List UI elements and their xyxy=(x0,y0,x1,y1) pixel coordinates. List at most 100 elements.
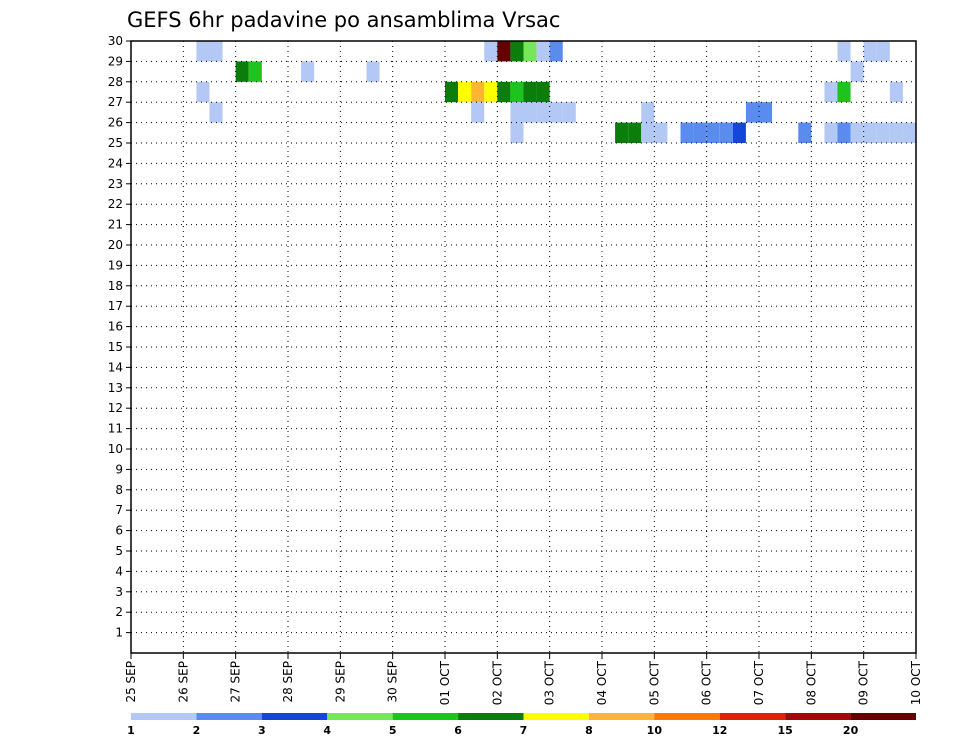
heatmap-cell xyxy=(641,122,655,143)
colorbar-label: 6 xyxy=(454,724,462,737)
heatmap-cell xyxy=(706,122,720,143)
heatmap-cell xyxy=(196,81,210,103)
x-tick-label: 07 OCT xyxy=(752,660,766,705)
heatmap-cell xyxy=(209,102,223,123)
colorbar-swatch xyxy=(131,713,197,720)
colorbar-label: 20 xyxy=(843,724,859,737)
x-tick-label: 25 SEP xyxy=(124,661,138,703)
colorbar-label: 5 xyxy=(389,724,397,737)
colorbar-swatch xyxy=(588,713,655,720)
x-tick-label: 06 OCT xyxy=(700,660,714,705)
heatmap-cell xyxy=(863,41,877,62)
x-tick-label: 05 OCT xyxy=(647,660,661,705)
heatmap-cell xyxy=(523,102,537,123)
heatmap-cell xyxy=(536,102,550,123)
heatmap-cell xyxy=(837,81,851,103)
heatmap-cell xyxy=(510,122,524,143)
heatmap-cell xyxy=(549,102,563,123)
y-tick-label: 24 xyxy=(108,156,123,170)
x-tick-label: 09 OCT xyxy=(857,660,871,705)
x-tick-label: 30 SEP xyxy=(386,661,400,703)
heatmap-cell xyxy=(837,122,851,143)
x-tick-label: 10 OCT xyxy=(909,660,923,705)
heatmap-cell xyxy=(536,81,550,103)
heatmap-cell xyxy=(889,81,903,103)
colorbar-label: 1 xyxy=(127,724,135,737)
y-tick-label: 23 xyxy=(108,177,123,191)
y-tick-label: 21 xyxy=(108,218,123,232)
chart-title: GEFS 6hr padavine po ansamblima Vrsac xyxy=(127,8,560,32)
y-tick-label: 15 xyxy=(108,340,123,354)
y-tick-label: 12 xyxy=(108,401,123,415)
y-tick-label: 29 xyxy=(108,54,123,68)
heatmap-cell xyxy=(745,102,759,123)
heatmap-cell xyxy=(471,81,485,103)
x-tick-label: 28 SEP xyxy=(281,661,295,703)
heatmap-cell xyxy=(732,122,746,143)
heatmap-cell xyxy=(889,122,903,143)
x-tick-label: 02 OCT xyxy=(490,660,504,705)
x-tick-label: 08 OCT xyxy=(804,660,818,705)
x-tick-label: 26 SEP xyxy=(176,661,190,703)
colorbar-swatch xyxy=(458,713,524,720)
heatmap-cell xyxy=(497,81,511,103)
heatmap-cell xyxy=(641,102,655,123)
y-tick-label: 4 xyxy=(115,564,123,578)
colorbar-label: 12 xyxy=(712,724,727,737)
heatmap-cell xyxy=(523,41,537,62)
heatmap-cell xyxy=(850,122,864,143)
cells-layer xyxy=(196,41,916,143)
heatmap-cell xyxy=(759,102,773,123)
colorbar-swatch xyxy=(654,713,720,720)
colorbar-label: 7 xyxy=(520,724,528,737)
y-tick-label: 28 xyxy=(108,75,123,89)
heatmap-cell xyxy=(615,122,629,143)
y-axis: 1234567891011121314151617181920212223242… xyxy=(108,34,131,640)
x-tick-label: 29 SEP xyxy=(333,661,347,703)
heatmap-cell xyxy=(798,122,812,143)
x-tick-label: 01 OCT xyxy=(438,660,452,705)
heatmap-cell xyxy=(824,81,838,103)
colorbar-label: 3 xyxy=(258,724,266,737)
heatmap-cell xyxy=(510,81,524,103)
y-tick-label: 2 xyxy=(115,605,123,619)
y-tick-label: 9 xyxy=(115,462,123,476)
heatmap-cell xyxy=(863,122,877,143)
heatmap-cell xyxy=(654,122,668,143)
colorbar-label: 2 xyxy=(193,724,201,737)
colorbar-swatch xyxy=(850,713,916,720)
colorbar-swatch xyxy=(719,713,786,720)
y-tick-label: 5 xyxy=(115,544,123,558)
colorbar-swatch xyxy=(327,713,393,720)
y-tick-label: 6 xyxy=(115,524,123,538)
heatmap-cell xyxy=(497,41,511,62)
y-tick-label: 7 xyxy=(115,503,123,517)
colorbar-swatch xyxy=(523,713,589,720)
colorbar-swatch xyxy=(196,713,262,720)
colorbar-swatch xyxy=(392,713,459,720)
heatmap-cell xyxy=(471,102,485,123)
y-tick-label: 3 xyxy=(115,585,123,599)
heatmap-cell xyxy=(301,61,315,82)
heatmap-cell xyxy=(366,61,380,82)
y-tick-label: 8 xyxy=(115,483,123,497)
heatmap-cell xyxy=(549,41,563,62)
heatmap-cell xyxy=(445,81,459,103)
colorbar-label: 8 xyxy=(585,724,593,737)
heatmap-cell xyxy=(510,41,524,62)
y-tick-label: 25 xyxy=(108,136,123,150)
y-tick-label: 26 xyxy=(108,116,123,130)
heatmap-cell xyxy=(248,61,262,82)
heatmap-cell xyxy=(536,41,550,62)
y-tick-label: 14 xyxy=(108,360,123,374)
x-tick-label: 04 OCT xyxy=(595,660,609,705)
heatmap-cell xyxy=(902,122,916,143)
heatmap-cell xyxy=(680,122,694,143)
x-axis: 25 SEP 26 SEP 27 SEP 28 SEP 29 SEP 30 SEP 01 O… xyxy=(124,653,923,705)
y-tick-label: 11 xyxy=(108,422,123,436)
heatmap-cell xyxy=(484,41,498,62)
colorbar-legend: 1 2 3 4 5 6 7 8 10 12 15 20 xyxy=(127,713,916,737)
heatmap-cell xyxy=(523,81,537,103)
heatmap-cell xyxy=(562,102,576,123)
y-tick-label: 30 xyxy=(108,34,123,48)
